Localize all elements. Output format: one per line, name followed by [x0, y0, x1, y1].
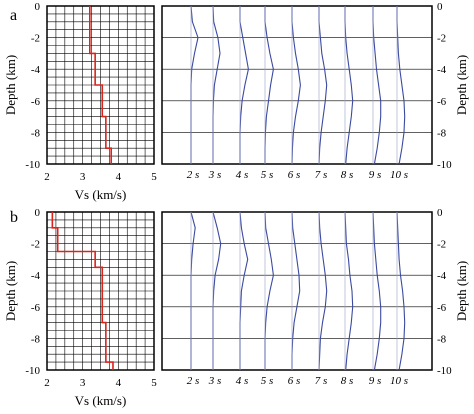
y-tick-label: -8 — [437, 333, 447, 345]
period-label: 7 s — [315, 169, 328, 181]
kernel-line — [372, 6, 382, 165]
vs-profile-line — [51, 212, 114, 370]
period-label: 4 s — [236, 375, 249, 387]
y-tick-label: 0 — [437, 207, 443, 219]
panel-label-a: a — [10, 7, 17, 24]
kernel-line — [291, 6, 301, 165]
kernel-line — [291, 211, 301, 370]
y-tick-label: -8 — [31, 333, 41, 345]
x-tick-label: 4 — [116, 377, 122, 389]
y-tick-label: -4 — [437, 64, 447, 76]
period-label: 4 s — [236, 169, 249, 181]
y-tick-label: -10 — [437, 365, 452, 377]
y-tick-label: -8 — [437, 127, 447, 139]
x-tick-label: 4 — [116, 171, 122, 183]
period-label: 9 s — [369, 375, 382, 387]
y-tick-label: -10 — [25, 159, 40, 171]
period-label: 10 s — [390, 375, 408, 387]
kernel-line — [318, 6, 328, 165]
y-axis-label: Depth (km) — [3, 55, 18, 115]
plot-frame — [161, 5, 433, 165]
kernel-line — [212, 211, 222, 370]
period-label: 9 s — [369, 169, 382, 181]
kernel-line — [190, 5, 199, 164]
x-axis-label: Vs (km/s) — [75, 187, 127, 202]
kernel-panel-b: 2 s 3 s 4 s 5 s 6 s 7 s 8 s 9 s 10 s 0 -2 -4 -6 -8 -10… — [161, 207, 469, 387]
kernel-line — [212, 5, 221, 164]
kernel-line — [264, 6, 274, 164]
y-tick-label: -2 — [437, 33, 446, 45]
kernel-line — [396, 211, 406, 371]
plot-frame — [46, 211, 155, 371]
vs-profile-line — [89, 6, 112, 164]
y-axis-label: Depth (km) — [454, 261, 469, 321]
period-label: 7 s — [315, 375, 328, 387]
kernel-panel-a: 2 s 3 s 4 s 5 s 6 s 7 s 8 s 9 s 10 s 0 -2 -4 -6 -8 -10… — [161, 1, 469, 181]
y-tick-label: -10 — [25, 365, 40, 377]
plot-frame — [46, 5, 155, 165]
y-tick-label: -4 — [437, 270, 447, 282]
y-tick-label: -6 — [31, 302, 41, 314]
x-tick-label: 5 — [151, 171, 157, 183]
y-tick-label: -2 — [31, 33, 40, 45]
kernel-line — [239, 6, 249, 164]
y-tick-label: 0 — [437, 1, 443, 13]
y-tick-label: -6 — [437, 302, 447, 314]
period-label: 3 s — [208, 169, 222, 181]
y-tick-label: -2 — [31, 239, 40, 251]
y-axis-label: Depth (km) — [3, 261, 18, 321]
period-label: 5 s — [261, 169, 274, 181]
kernel-line — [264, 211, 274, 370]
y-tick-label: -6 — [437, 96, 447, 108]
panel-label-b: b — [10, 209, 18, 226]
y-axis-label: Depth (km) — [454, 55, 469, 115]
kernel-line — [318, 211, 328, 371]
y-tick-label: 0 — [35, 1, 41, 13]
period-label: 2 s — [187, 169, 200, 181]
profile-panel-b: 0 -2 -4 -6 -8 -10 2 3 4 5 Vs (km/s) Depth (km) b — [3, 207, 157, 408]
kernel-line — [344, 211, 354, 371]
kernel-line — [344, 6, 354, 165]
period-label: 3 s — [208, 375, 222, 387]
plot-frame — [161, 211, 433, 371]
x-tick-label: 3 — [80, 171, 86, 183]
period-label: 8 s — [341, 169, 354, 181]
x-tick-label: 2 — [44, 171, 50, 183]
kernel-line — [372, 211, 382, 371]
x-tick-label: 5 — [151, 377, 157, 389]
period-label: 8 s — [341, 375, 354, 387]
profile-panel-a: 0 -2 -4 -6 -8 -10 2 3 4 5 Vs (km/s) Depth (km) a — [3, 1, 157, 202]
y-tick-label: -2 — [437, 239, 446, 251]
y-tick-label: 0 — [35, 207, 41, 219]
period-label: 2 s — [187, 375, 200, 387]
x-tick-label: 3 — [80, 377, 86, 389]
y-tick-label: -4 — [31, 270, 41, 282]
period-label: 6 s — [288, 169, 301, 181]
period-label: 6 s — [288, 375, 301, 387]
period-label: 5 s — [261, 375, 274, 387]
y-tick-label: -10 — [437, 159, 452, 171]
period-label: 10 s — [390, 169, 408, 181]
y-tick-label: -6 — [31, 96, 41, 108]
x-tick-label: 2 — [44, 377, 50, 389]
y-tick-label: -8 — [31, 127, 41, 139]
x-axis-label: Vs (km/s) — [75, 393, 127, 408]
kernel-line — [239, 211, 249, 370]
kernel-line — [190, 211, 196, 370]
y-tick-label: -4 — [31, 64, 41, 76]
kernel-line — [396, 6, 406, 165]
